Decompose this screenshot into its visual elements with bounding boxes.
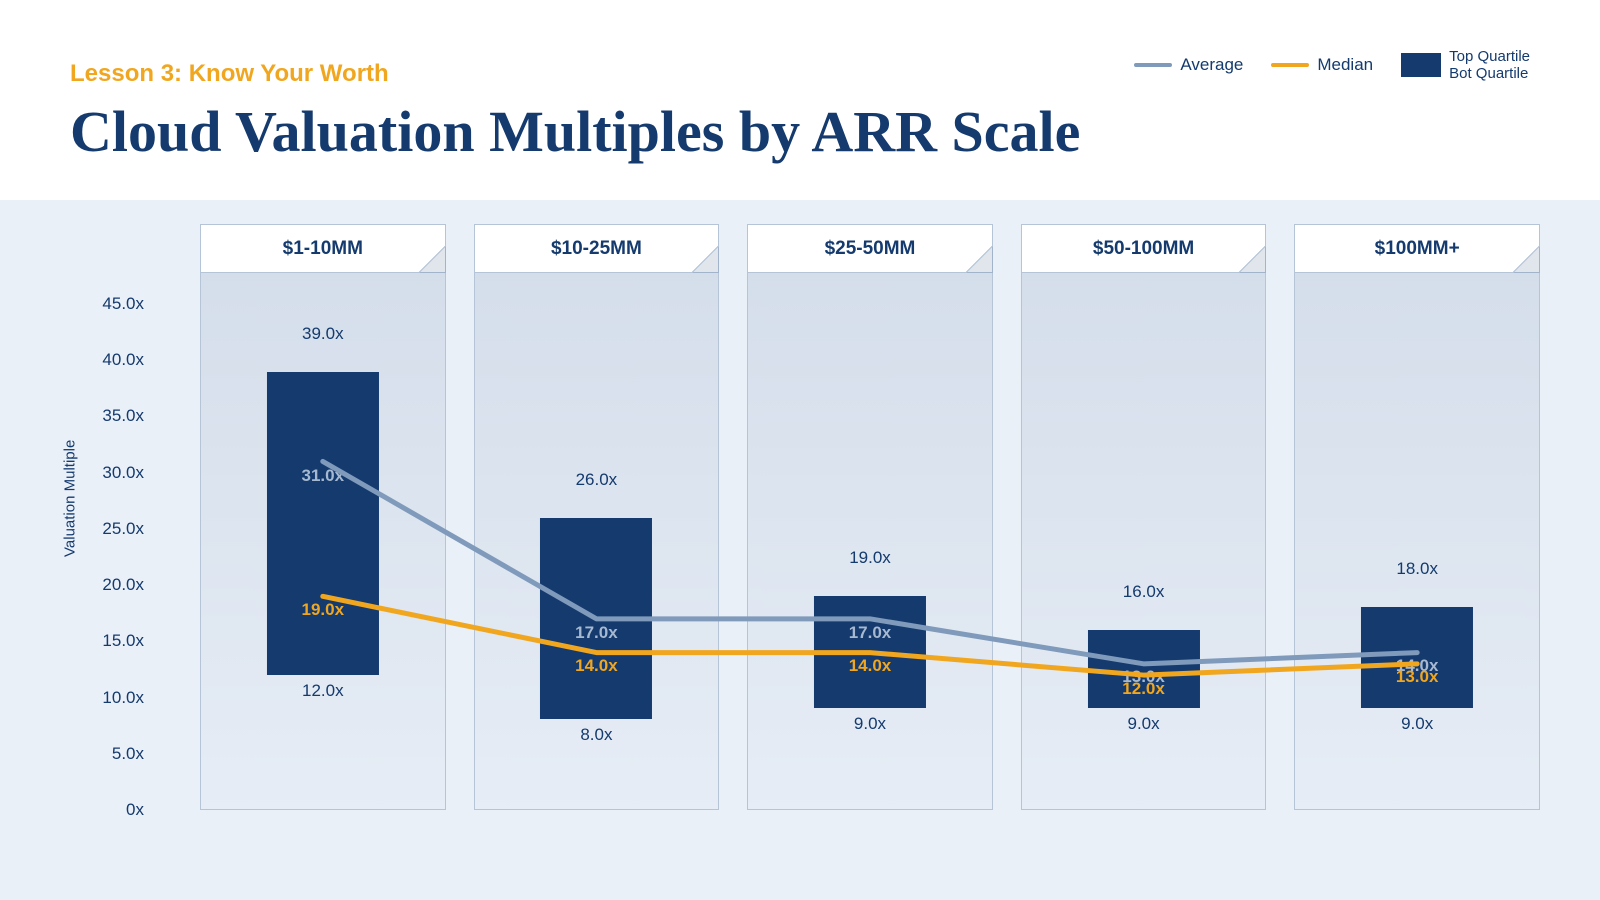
- y-tick: 35.0x: [102, 406, 144, 426]
- median-label: 19.0x: [201, 596, 445, 620]
- y-tick: 0x: [126, 800, 144, 820]
- average-label: Average: [1180, 55, 1243, 75]
- page-title: Cloud Valuation Multiples by ARR Scale: [70, 98, 1530, 165]
- legend-item-quartile: Top QuartileBot Quartile: [1401, 48, 1530, 83]
- category-header: $100MM+: [1295, 225, 1539, 273]
- bot-quartile-label: 9.0x: [1295, 708, 1539, 734]
- top-quartile-label: 39.0x: [201, 324, 445, 348]
- median-swatch: [1271, 63, 1309, 67]
- y-tick: 10.0x: [102, 688, 144, 708]
- value-region: 26.0x 8.0x 17.0x 14.0x: [475, 305, 719, 809]
- quartile-swatch: [1401, 53, 1441, 77]
- bot-quartile-label: 9.0x: [1022, 708, 1266, 734]
- bot-quartile-label: 9.0x: [748, 708, 992, 734]
- header: Lesson 3: Know Your Worth Cloud Valuatio…: [0, 0, 1600, 185]
- average-label: 17.0x: [475, 619, 719, 643]
- plot-area: $1-10MM 39.0x 12.0x 31.0x 19.0x $10-25MM 26.0x…: [200, 224, 1540, 810]
- y-tick: 40.0x: [102, 350, 144, 370]
- y-axis-title: Valuation Multiple: [62, 440, 79, 557]
- chart-inner: Valuation Multiple 0x 5.0x 10.0x 15.0x 20.0x…: [40, 224, 1560, 860]
- value-region: 16.0x9.0x13.0x12.0x: [1022, 305, 1266, 809]
- value-region: 18.0x9.0x14.0x13.0x: [1295, 305, 1539, 809]
- category-header: $25-50MM: [748, 225, 992, 273]
- median-label: 12.0x: [1022, 675, 1266, 699]
- category-panel: $100MM+18.0x9.0x14.0x13.0x: [1294, 224, 1540, 810]
- quartile-bar: [267, 372, 379, 674]
- header-notch-icon: [691, 245, 719, 273]
- header-notch-icon: [418, 245, 446, 273]
- quartile-labels: Top QuartileBot Quartile: [1449, 48, 1530, 83]
- y-tick: 20.0x: [102, 575, 144, 595]
- y-tick: 5.0x: [112, 744, 144, 764]
- category-header: $10-25MM: [475, 225, 719, 273]
- top-quartile-label: 26.0x: [475, 470, 719, 494]
- page: Lesson 3: Know Your Worth Cloud Valuatio…: [0, 0, 1600, 900]
- value-region: 39.0x 12.0x 31.0x 19.0x: [201, 305, 445, 809]
- average-label: 31.0x: [201, 462, 445, 486]
- top-quartile-label: 16.0x: [1022, 582, 1266, 606]
- median-label: 13.0x: [1295, 663, 1539, 687]
- header-notch-icon: [1238, 245, 1266, 273]
- y-tick: 25.0x: [102, 519, 144, 539]
- chart-area: Valuation Multiple 0x 5.0x 10.0x 15.0x 20.0x…: [0, 200, 1600, 900]
- top-quartile-label: 19.0x: [748, 548, 992, 572]
- category-panel: $1-10MM 39.0x 12.0x 31.0x 19.0x: [200, 224, 446, 810]
- y-tick: 30.0x: [102, 463, 144, 483]
- bot-quartile-label: 12.0x: [201, 675, 445, 701]
- legend: Average Median Top QuartileBot Quartile: [1134, 48, 1530, 83]
- top-quartile-label: 18.0x: [1295, 559, 1539, 583]
- value-region: 19.0x 9.0x 17.0x 14.0x: [748, 305, 992, 809]
- header-notch-icon: [1512, 245, 1540, 273]
- average-label: 17.0x: [748, 619, 992, 643]
- category-panel: $10-25MM 26.0x 8.0x 17.0x 14.0x: [474, 224, 720, 810]
- y-axis: Valuation Multiple 0x5.0x10.0x15.0x20.0x…: [40, 304, 150, 810]
- y-tick: 45.0x: [102, 294, 144, 314]
- average-swatch: [1134, 63, 1172, 67]
- bot-quartile-label: 8.0x: [475, 719, 719, 745]
- category-header: $50-100MM: [1022, 225, 1266, 273]
- category-panel: $50-100MM16.0x9.0x13.0x12.0x: [1021, 224, 1267, 810]
- category-panel: $25-50MM 19.0x 9.0x 17.0x 14.0x: [747, 224, 993, 810]
- header-notch-icon: [965, 245, 993, 273]
- median-label: 14.0x: [748, 652, 992, 676]
- category-header: $1-10MM: [201, 225, 445, 273]
- legend-item-average: Average: [1134, 55, 1243, 75]
- y-tick: 15.0x: [102, 631, 144, 651]
- median-label: Median: [1317, 55, 1373, 75]
- legend-item-median: Median: [1271, 55, 1373, 75]
- median-label: 14.0x: [475, 652, 719, 676]
